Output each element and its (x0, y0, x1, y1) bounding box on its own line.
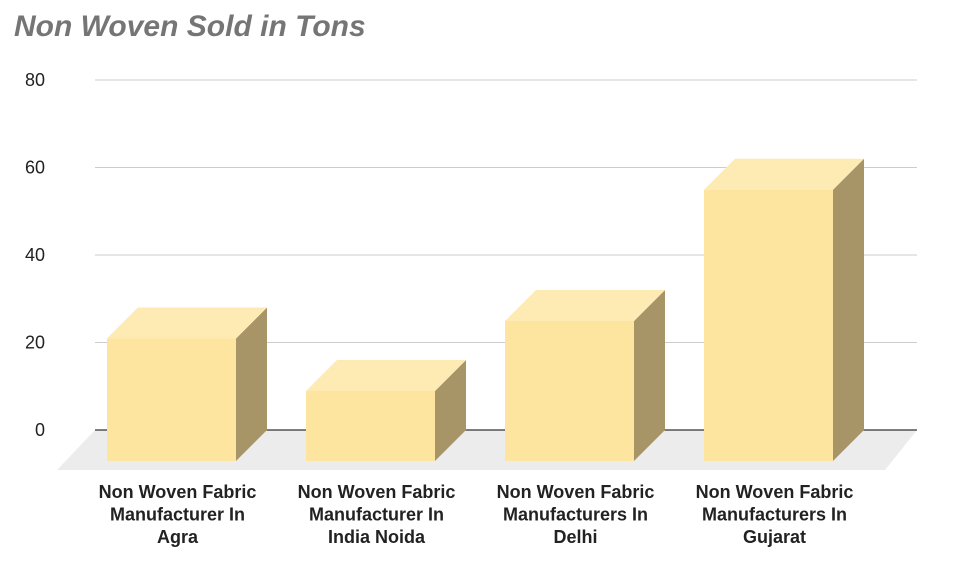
category-label-line: Non Woven Fabric (696, 482, 854, 502)
category-label-line: Non Woven Fabric (298, 482, 456, 502)
y-tick-label-20: 20 (25, 333, 45, 353)
category-label-line: Manufacturer In (309, 505, 444, 525)
bar-top (704, 158, 864, 190)
bar-top (505, 290, 665, 321)
category-label-line: Agra (157, 527, 199, 547)
bar-front (704, 189, 833, 461)
bar-front (306, 391, 435, 461)
bar-2 (306, 360, 466, 461)
x-category-label-4: Non Woven Fabric Manufacturers In Gujarat (696, 482, 854, 547)
y-axis-ticks: 0 20 40 60 80 (25, 70, 45, 440)
bar-side (833, 158, 864, 461)
category-label-line: Non Woven Fabric (99, 482, 257, 502)
chart-title: Non Woven Sold in Tons (14, 10, 366, 43)
floor-plane (57, 430, 917, 470)
category-label-line: Delhi (553, 527, 597, 547)
y-tick-label-40: 40 (25, 245, 45, 265)
category-label-line: Non Woven Fabric (497, 482, 655, 502)
bar-top (107, 307, 267, 339)
bar-4 (704, 158, 864, 461)
bar-side (435, 360, 466, 461)
bars (107, 158, 864, 461)
x-category-label-2: Non Woven Fabric Manufacturer In India Noi… (298, 482, 456, 547)
x-category-label-1: Non Woven Fabric Manufacturer In Agra (99, 482, 257, 547)
chart-floor (57, 430, 917, 470)
bar-side (236, 307, 267, 461)
category-label-line: Manufacturers In (702, 505, 847, 525)
category-label-line: Manufacturers In (503, 505, 648, 525)
bar-1 (107, 307, 267, 461)
bar-3 (505, 290, 665, 461)
y-tick-label-0: 0 (35, 420, 45, 440)
y-tick-label-80: 80 (25, 70, 45, 90)
bar-side (634, 290, 665, 461)
bar-front (505, 321, 634, 461)
x-category-label-3: Non Woven Fabric Manufacturers In Delhi (497, 482, 655, 547)
y-tick-label-60: 60 (25, 158, 45, 178)
bar-top (306, 360, 466, 391)
bar-front (107, 338, 236, 461)
category-label-line: India Noida (328, 527, 426, 547)
category-label-line: Gujarat (743, 527, 806, 547)
category-label-line: Manufacturer In (110, 505, 245, 525)
